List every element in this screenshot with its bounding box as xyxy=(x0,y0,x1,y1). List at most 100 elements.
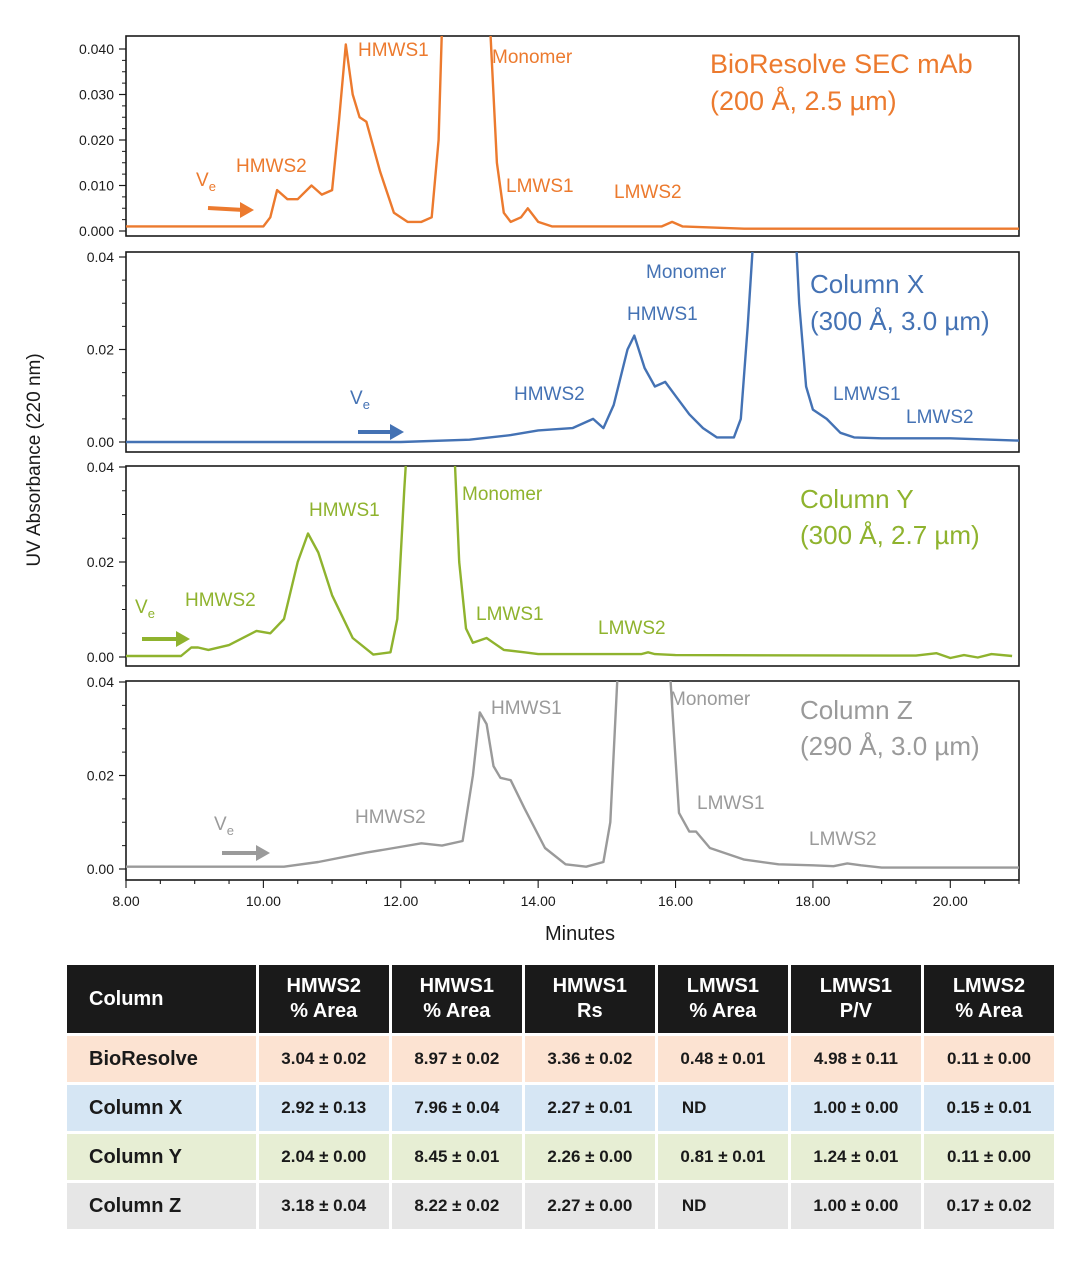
series-line xyxy=(126,252,1019,444)
ve-label: Ve xyxy=(214,814,234,838)
panel-title: BioResolve SEC mAb xyxy=(710,49,973,79)
y-tick-label: 0.04 xyxy=(87,459,114,475)
table-cell: 3.04 ± 0.02 xyxy=(258,1036,389,1082)
table-cell: 2.04 ± 0.00 xyxy=(258,1134,389,1180)
x-tick-label: 14.00 xyxy=(521,893,556,909)
series-line xyxy=(126,36,1019,230)
peak-label: LMWS1 xyxy=(476,604,544,625)
chart-panel-4: 0.00 0.02 0.04 Column Z (290 Å, 3.0 µm) HMWS1… xyxy=(87,674,1020,881)
x-tick-label: 18.00 xyxy=(795,893,830,909)
x-tick-label: 16.00 xyxy=(658,893,693,909)
peak-label: HMWS2 xyxy=(236,156,307,177)
y-axis-label: UV Absorbance (220 nm) xyxy=(24,353,45,566)
header-line: % Area xyxy=(290,1000,358,1022)
table-cell: 0.11 ± 0.00 xyxy=(923,1134,1054,1180)
table-header-cell: HMWS1 Rs xyxy=(524,965,655,1033)
chromatogram-chart: UV Absorbance (220 nm)0.0000.0100.0200.0… xyxy=(24,35,1020,945)
table-cell: 3.18 ± 0.04 xyxy=(258,1183,389,1229)
row-column-name: Column Z xyxy=(67,1183,256,1229)
ve-label: Ve xyxy=(350,388,370,412)
chart-panel-1: 0.000 0.010 0.020 0.030 0.040 BioResolve SEC … xyxy=(79,35,1020,239)
table-cell: 8.22 ± 0.02 xyxy=(391,1183,522,1229)
panel-title: Column Z xyxy=(800,695,913,725)
y-tick-label: 0.00 xyxy=(87,649,114,665)
ve-arrow-shaft xyxy=(207,206,245,212)
series-line xyxy=(126,466,1013,660)
ve-arrow-head xyxy=(176,631,190,647)
table-cell: ND xyxy=(657,1183,788,1229)
table-body: BioResolve 3.04 ± 0.02 8.97 ± 0.02 3.36 ± 0… xyxy=(67,1036,1054,1229)
results-table: Column HMWS2 % Area HMWS1 % Area HMWS1 Rs LMWS1… xyxy=(64,962,1057,1232)
x-axis-label: Minutes xyxy=(545,923,615,945)
panel-subtitle: (200 Å, 2.5 µm) xyxy=(710,85,897,116)
peak-label: HMWS2 xyxy=(355,807,426,828)
table-header-cell: HMWS1 % Area xyxy=(391,965,522,1033)
header-line: P/V xyxy=(839,1000,873,1022)
series-line xyxy=(126,681,1019,869)
x-tick-label: 8.00 xyxy=(112,893,139,909)
panel-subtitle: (300 Å, 3.0 µm) xyxy=(810,306,990,336)
y-tick-label: 0.00 xyxy=(87,861,114,877)
table-cell: 4.98 ± 0.11 xyxy=(790,1036,921,1082)
table-row: Column Z 3.18 ± 0.04 8.22 ± 0.02 2.27 ± 0.0… xyxy=(67,1183,1054,1229)
y-tick-label: 0.02 xyxy=(87,768,114,784)
y-tick-label: 0.030 xyxy=(79,87,114,103)
header-line: Column xyxy=(89,987,164,1010)
chart-panel-2: 0.00 0.02 0.04 Column X (300 Å, 3.0 µm) Monom… xyxy=(87,249,1020,453)
row-column-name: BioResolve xyxy=(67,1036,256,1082)
peak-label: LMWS1 xyxy=(833,384,901,405)
table-cell: 8.97 ± 0.02 xyxy=(391,1036,522,1082)
table-cell: 0.81 ± 0.01 xyxy=(657,1134,788,1180)
peak-label: LMWS2 xyxy=(598,618,666,639)
table-cell: 8.45 ± 0.01 xyxy=(391,1134,522,1180)
peak-label: LMWS2 xyxy=(614,182,682,203)
row-column-name: Column Y xyxy=(67,1134,256,1180)
panel-frame xyxy=(125,35,1020,237)
y-tick-label: 0.02 xyxy=(87,554,114,570)
table-cell: 2.26 ± 0.00 xyxy=(524,1134,655,1180)
header-line: LMWS2 xyxy=(952,975,1026,997)
header-line: HMWS1 xyxy=(552,975,628,997)
table-row: Column X 2.92 ± 0.13 7.96 ± 0.04 2.27 ± 0.0… xyxy=(67,1085,1054,1131)
y-tick-label: 0.00 xyxy=(87,434,114,450)
table-cell: 2.27 ± 0.00 xyxy=(524,1183,655,1229)
header-line: % Area xyxy=(955,1000,1023,1022)
table-header-cell: HMWS2 % Area xyxy=(258,965,389,1033)
panel-subtitle: (300 Å, 2.7 µm) xyxy=(800,520,980,550)
peak-label: HMWS1 xyxy=(358,40,429,61)
y-tick-label: 0.04 xyxy=(87,249,114,265)
y-tick-label: 0.020 xyxy=(79,132,114,148)
header-line: HMWS1 xyxy=(419,975,495,997)
panel-subtitle: (290 Å, 3.0 µm) xyxy=(800,731,980,761)
table-header-cell: Column xyxy=(67,965,256,1033)
table-header-cell: LMWS1 P/V xyxy=(790,965,921,1033)
peak-label: LMWS2 xyxy=(809,829,877,850)
table-header-cell: LMWS2 % Area xyxy=(923,965,1054,1033)
row-column-name: Column X xyxy=(67,1085,256,1131)
table-row: Column Y 2.04 ± 0.00 8.45 ± 0.01 2.26 ± 0.0… xyxy=(67,1134,1054,1180)
peak-label: HMWS2 xyxy=(185,590,256,611)
panel-frame xyxy=(125,251,1020,453)
ve-label: Ve xyxy=(196,170,216,194)
table-cell: 2.27 ± 0.01 xyxy=(524,1085,655,1131)
y-tick-label: 0.02 xyxy=(87,342,114,358)
y-tick-label: 0.040 xyxy=(79,41,114,57)
panel-title: Column Y xyxy=(800,484,914,514)
ve-arrow-head xyxy=(240,202,254,218)
header-line: % Area xyxy=(689,1000,757,1022)
table-cell: 0.17 ± 0.02 xyxy=(923,1183,1054,1229)
table-header-cell: LMWS1 % Area xyxy=(657,965,788,1033)
chart-panel-3: 0.00 0.02 0.04 Column Y (300 Å, 2.7 µm) HMWS1… xyxy=(87,459,1020,667)
table-cell: 7.96 ± 0.04 xyxy=(391,1085,522,1131)
y-tick-label: 0.000 xyxy=(79,223,114,239)
peak-label: Monomer xyxy=(670,689,751,710)
header-line: Rs xyxy=(577,1000,603,1022)
peak-label: Monomer xyxy=(462,484,543,505)
header-line: LMWS1 xyxy=(686,975,759,997)
table-header-row: Column HMWS2 % Area HMWS1 % Area HMWS1 Rs LMWS1… xyxy=(67,965,1054,1033)
y-tick-label: 0.010 xyxy=(79,178,114,194)
ve-label: Ve xyxy=(135,597,155,621)
table-cell: ND xyxy=(657,1085,788,1131)
panel-frame xyxy=(125,465,1020,667)
header-line: LMWS1 xyxy=(819,975,893,997)
